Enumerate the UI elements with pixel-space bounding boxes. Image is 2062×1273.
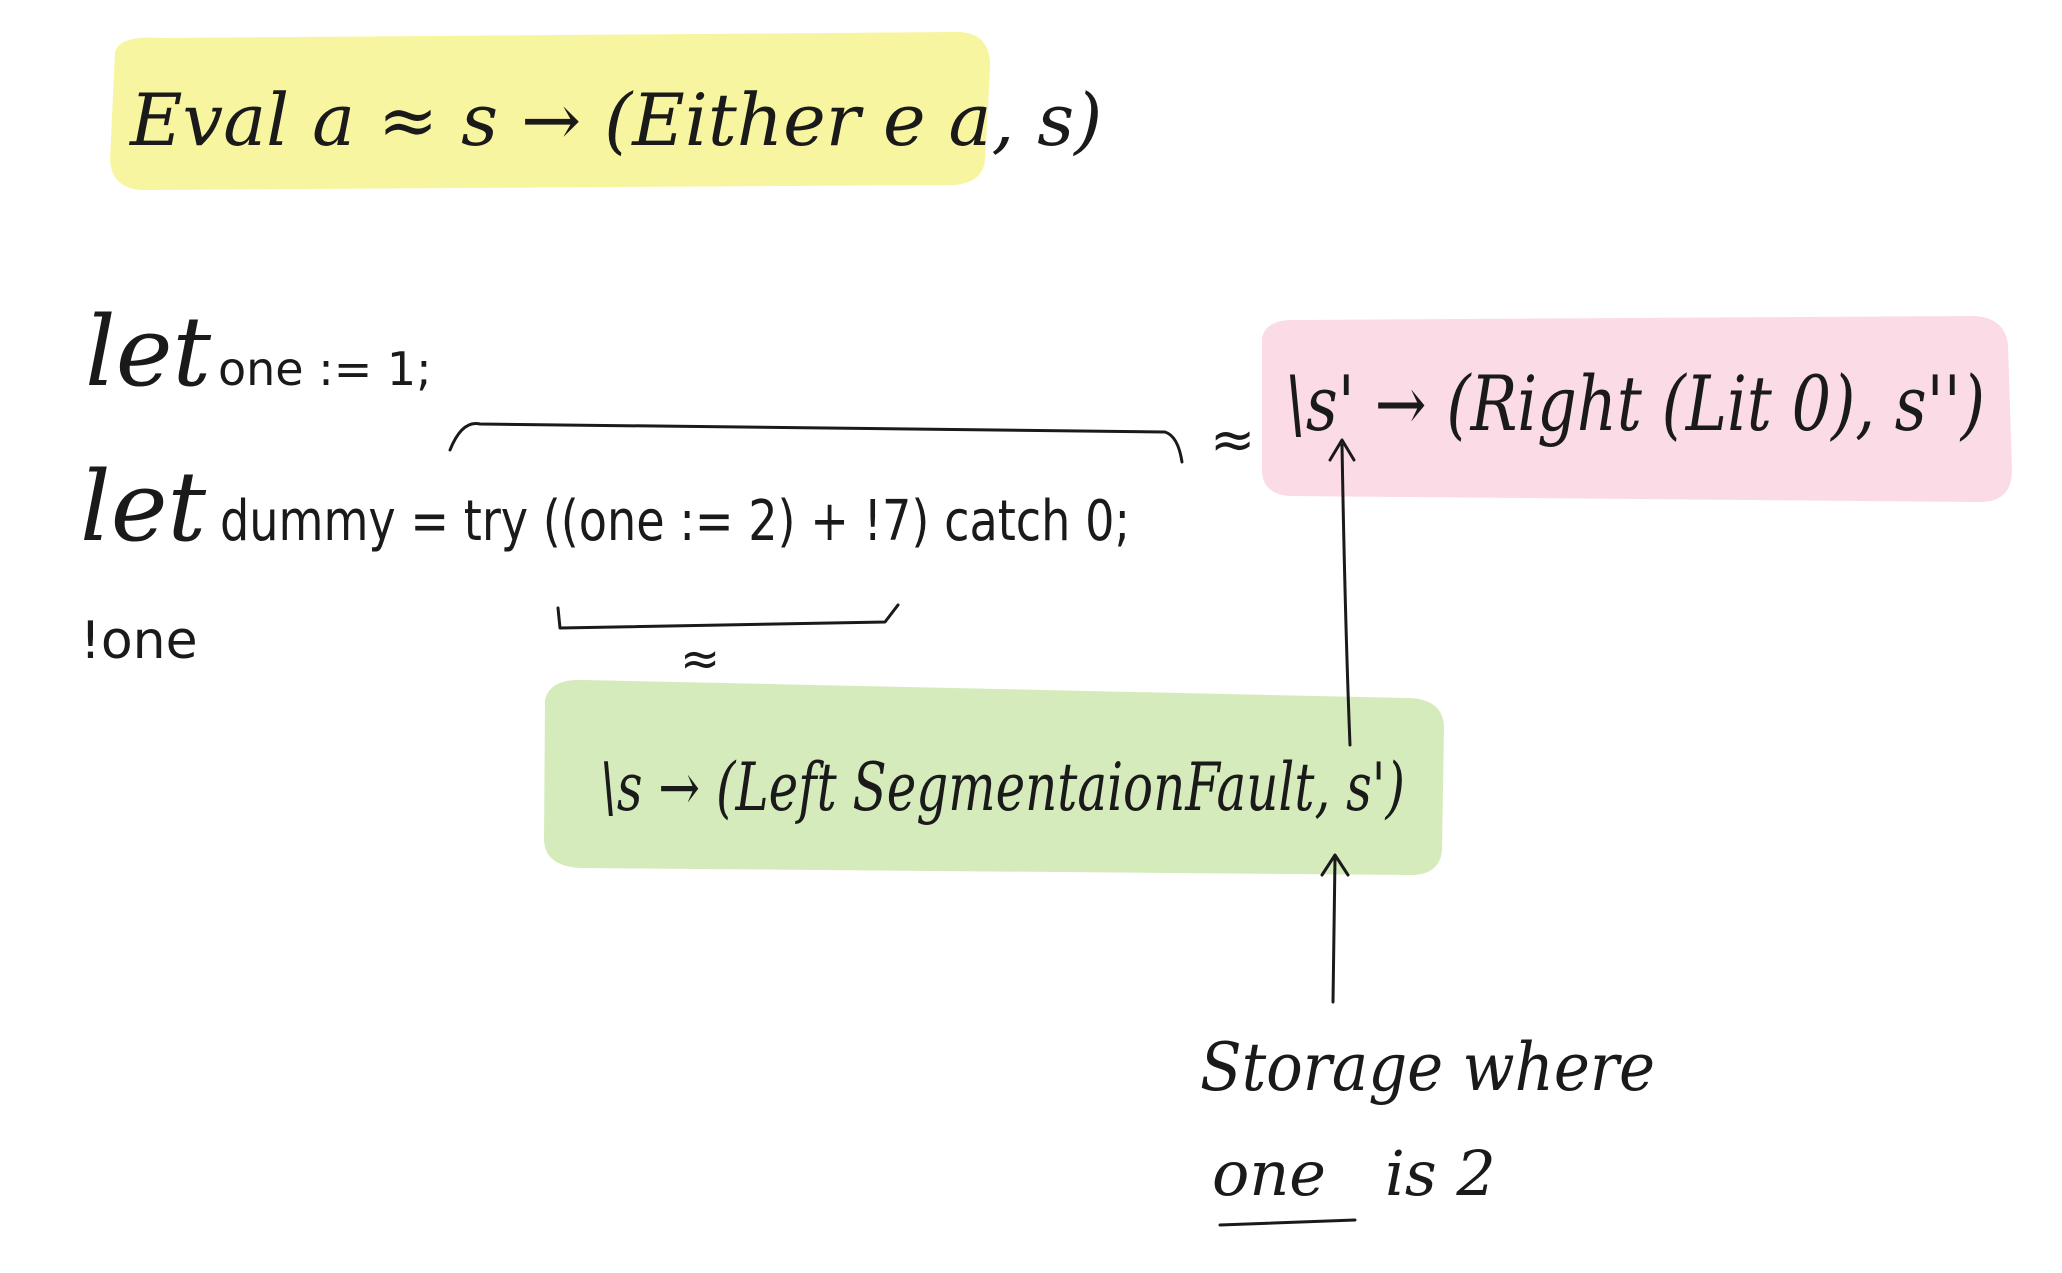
- code-line-1-keyword: let: [85, 296, 212, 408]
- annotation-underline: [1218, 1218, 1357, 1227]
- green-highlight: [544, 679, 1444, 876]
- arrow-annotation-to-green: [1320, 853, 1350, 1004]
- code-line-2-keyword: let: [80, 451, 207, 563]
- pink-approx-sign: ≈: [1210, 408, 1255, 471]
- pink-highlight: [1262, 316, 2012, 502]
- green-approx-sign: ≈: [680, 631, 720, 687]
- code-line-2: let dummy = try ((one := 2) + !7) catch …: [80, 451, 1130, 563]
- annotation: Storage where one is 2: [1200, 1029, 1655, 1227]
- pink-box-text: \s' → (Right (Lit 0), s''): [1285, 359, 1985, 448]
- code-line-2-rest: dummy = try ((one := 2) + !7) catch 0;: [220, 489, 1130, 554]
- code-line-1: let one := 1;: [85, 296, 432, 408]
- green-box-text: \s → (Left SegmentaionFault, s'): [600, 749, 1405, 826]
- arrow-green-to-pink: [1328, 438, 1356, 747]
- upper-brace: [448, 422, 1184, 464]
- title-highlight: [110, 32, 991, 191]
- annotation-line-2-underlined: one: [1212, 1137, 1326, 1210]
- code-line-1-rest: one := 1;: [218, 342, 432, 396]
- title-text: Eval a ≈ s → (Either e a, s): [128, 78, 1102, 162]
- annotation-line-2-rest: is 2: [1385, 1137, 1496, 1210]
- lower-bracket: [556, 603, 900, 630]
- annotation-line-1: Storage where: [1200, 1029, 1655, 1106]
- code-line-3: !one: [80, 611, 198, 671]
